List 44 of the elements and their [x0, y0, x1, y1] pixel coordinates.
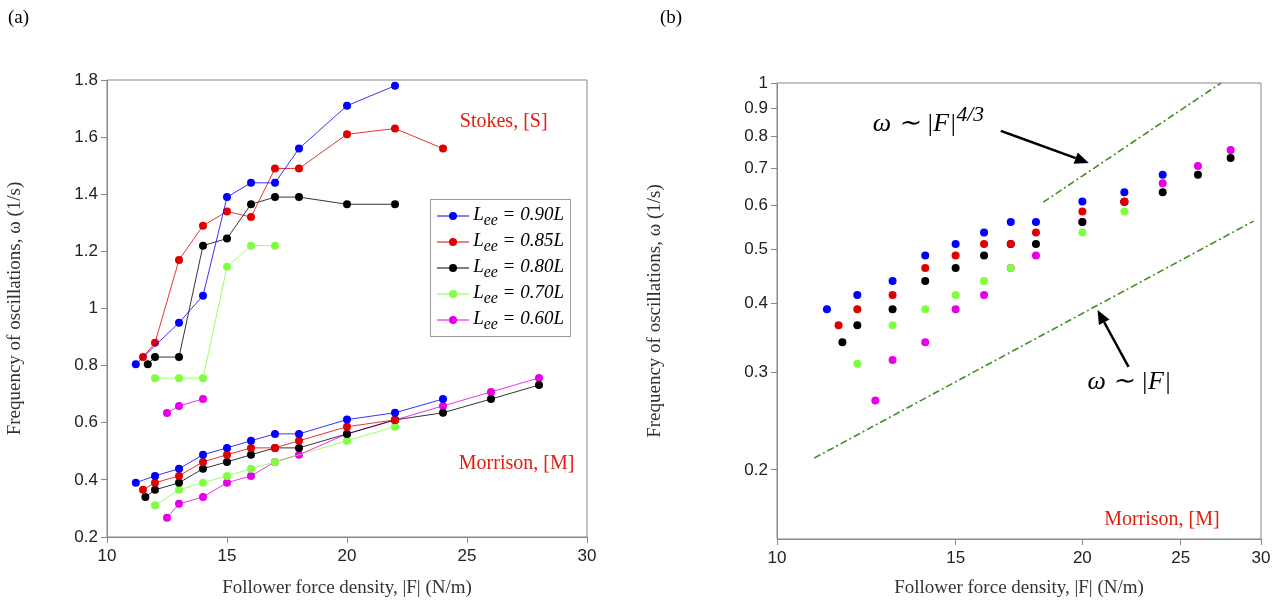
- x-tick-label: 15: [217, 545, 237, 565]
- x-tick-label: 15: [946, 547, 966, 567]
- x-tick-label: 30: [577, 545, 597, 565]
- annotation: Stokes, [S]: [459, 108, 548, 132]
- y-tick-label: 0.2: [744, 459, 768, 479]
- y-tick-label: 0.9: [744, 98, 768, 118]
- annotation: Morrison, [M]: [1104, 506, 1220, 530]
- annotation: ω ∼ |F|: [1087, 364, 1172, 396]
- annotation: Morrison, [M]: [458, 450, 575, 474]
- x-tick-label: 25: [457, 545, 477, 565]
- y-tick-label: 0.8: [744, 126, 768, 146]
- y-tick-label: 1.8: [74, 69, 98, 89]
- x-tick-label: 20: [337, 545, 357, 565]
- y-tick-label: 0.3: [744, 362, 768, 382]
- y-tick-label: 0.5: [744, 239, 768, 259]
- y-axis-title: Frequency of oscillations, ω (1/s): [3, 181, 26, 436]
- legend-label: L$_{ee}$ = 0.60L: [473, 306, 564, 333]
- legend-label: L$_{ee}$ = 0.80L: [473, 254, 564, 281]
- annotation: ω ∼ |F|$^{4/3}$: [872, 102, 985, 138]
- x-axis-title: Follower force density, |F| (N/m): [894, 575, 1144, 598]
- chart-title: (a): [8, 6, 30, 28]
- chart-title: (b): [660, 6, 683, 28]
- x-axis-title: Follower force density, |F| (N/m): [222, 575, 472, 598]
- y-tick-label: 0.7: [744, 158, 768, 178]
- y-tick-label: 1.4: [74, 183, 98, 203]
- x-tick-label: 10: [767, 547, 787, 567]
- y-tick-label: 1: [758, 72, 768, 92]
- y-tick-label: 0.2: [74, 526, 98, 546]
- legend-label: L$_{ee}$ = 0.85L: [473, 228, 564, 255]
- x-tick-label: 10: [97, 545, 117, 565]
- y-tick-label: 1.2: [74, 241, 98, 261]
- y-tick-label: 0.6: [74, 412, 98, 432]
- y-tick-label: 0.8: [74, 355, 98, 375]
- y-tick-label: 0.6: [744, 195, 768, 215]
- y-tick-label: 0.4: [744, 292, 768, 312]
- x-tick-label: 20: [1072, 547, 1092, 567]
- y-tick-label: 1.6: [74, 126, 98, 146]
- legend-label: L$_{ee}$ = 0.70L: [473, 280, 564, 307]
- x-tick-label: 25: [1171, 547, 1191, 567]
- y-axis-title: Frequency of oscillations, ω (1/s): [643, 184, 666, 438]
- legend-label: L$_{ee}$ = 0.90L: [473, 202, 564, 229]
- y-tick-label: 1: [88, 298, 98, 318]
- x-tick-label: 30: [1251, 547, 1271, 567]
- y-tick-label: 0.4: [74, 469, 98, 489]
